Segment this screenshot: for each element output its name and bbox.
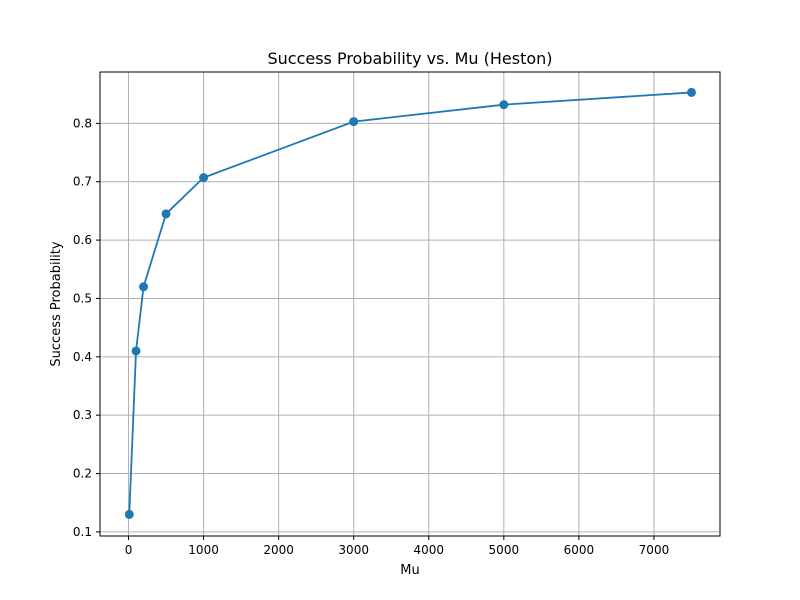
series-line: [128, 91, 692, 515]
chart-title: Success Probability vs. Mu (Heston): [267, 49, 552, 68]
data-point: [131, 346, 141, 356]
y-axis-ticks: 0.1 0.2 0.3 0.4 0.5 0.6 0.7 0.8: [73, 116, 100, 539]
plot-area-frame: [99, 71, 721, 537]
x-tick-label: 5000: [489, 543, 520, 557]
y-tick-label: 0.6: [73, 233, 92, 247]
y-tick-label: 0.4: [73, 350, 92, 364]
x-tick-label: 4000: [413, 543, 444, 557]
data-point: [349, 117, 359, 127]
data-point: [161, 209, 171, 219]
series-markers: [124, 87, 696, 519]
x-tick-label: 0: [125, 543, 133, 557]
series-line-layer: [128, 91, 692, 515]
data-point: [199, 173, 209, 183]
data-point: [499, 100, 509, 110]
x-tick-label: 2000: [263, 543, 294, 557]
y-tick-label: 0.7: [73, 175, 92, 189]
grid: [100, 72, 720, 536]
y-axis-label: Success Probability: [49, 241, 64, 366]
data-point: [686, 87, 696, 97]
x-tick-label: 7000: [639, 543, 670, 557]
x-axis-label: Mu: [400, 563, 419, 578]
data-point: [139, 282, 149, 292]
x-tick-label: 3000: [338, 543, 369, 557]
data-point: [124, 509, 134, 519]
x-axis-ticks: 0 1000 2000 3000 4000 5000 6000 7000: [125, 536, 670, 557]
y-tick-label: 0.3: [73, 408, 92, 422]
y-tick-label: 0.8: [73, 116, 92, 130]
y-tick-label: 0.2: [73, 467, 92, 481]
x-tick-label: 1000: [188, 543, 219, 557]
x-tick-label: 6000: [564, 543, 595, 557]
y-tick-label: 0.5: [73, 291, 92, 305]
y-tick-label: 0.1: [73, 525, 92, 539]
